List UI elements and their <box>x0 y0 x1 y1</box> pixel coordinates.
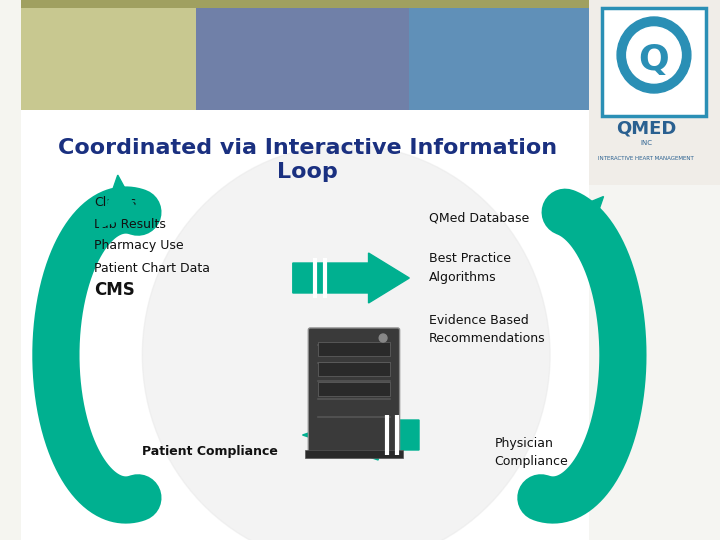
FancyBboxPatch shape <box>318 362 390 376</box>
Text: Best Practice
Algorithms: Best Practice Algorithms <box>428 253 510 284</box>
Bar <box>589 0 720 185</box>
Bar <box>196 0 409 110</box>
Bar <box>21 110 589 540</box>
Text: Pharmacy Use: Pharmacy Use <box>94 240 184 253</box>
Circle shape <box>379 334 387 342</box>
Circle shape <box>617 17 691 93</box>
Circle shape <box>143 145 550 540</box>
Text: Evidence Based
Recommendations: Evidence Based Recommendations <box>428 314 545 346</box>
FancyBboxPatch shape <box>601 8 706 116</box>
Text: QMED: QMED <box>616 119 676 137</box>
Text: Patient Compliance: Patient Compliance <box>143 446 278 458</box>
Circle shape <box>627 27 681 83</box>
Text: CMS: CMS <box>94 281 135 299</box>
Text: Physician
Compliance: Physician Compliance <box>495 436 569 468</box>
Bar <box>21 0 196 110</box>
Bar <box>21 110 589 540</box>
FancyBboxPatch shape <box>318 342 390 356</box>
Text: INTERACTIVE HEART MANAGEMENT: INTERACTIVE HEART MANAGEMENT <box>598 156 694 160</box>
Bar <box>21 110 720 540</box>
FancyBboxPatch shape <box>308 328 400 452</box>
Polygon shape <box>302 410 419 460</box>
Polygon shape <box>293 253 409 303</box>
Bar <box>21 0 589 8</box>
Text: INC: INC <box>640 140 652 146</box>
Text: Lab Results: Lab Results <box>94 218 166 231</box>
Text: QMed Database: QMed Database <box>428 212 529 225</box>
Bar <box>305 450 402 458</box>
Text: Q: Q <box>639 43 670 77</box>
FancyBboxPatch shape <box>318 382 390 396</box>
Text: Patient Chart Data: Patient Chart Data <box>94 261 210 274</box>
Bar <box>409 0 589 110</box>
Text: Claims: Claims <box>94 195 136 208</box>
Text: Loop: Loop <box>277 162 338 182</box>
Polygon shape <box>565 197 603 249</box>
Polygon shape <box>99 175 138 228</box>
Text: Coordinated via Interactive Information: Coordinated via Interactive Information <box>58 138 557 158</box>
